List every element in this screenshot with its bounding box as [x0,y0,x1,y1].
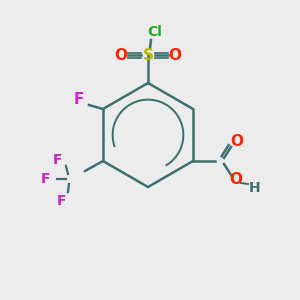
Text: Cl: Cl [148,25,162,39]
Text: H: H [249,181,261,195]
Text: S: S [142,47,154,62]
Text: F: F [57,194,67,208]
Text: O: O [230,172,242,188]
Text: F: F [53,153,63,167]
Text: F: F [74,92,84,107]
Text: F: F [41,172,51,186]
Text: O: O [115,47,128,62]
Text: O: O [169,47,182,62]
Text: O: O [230,134,244,149]
